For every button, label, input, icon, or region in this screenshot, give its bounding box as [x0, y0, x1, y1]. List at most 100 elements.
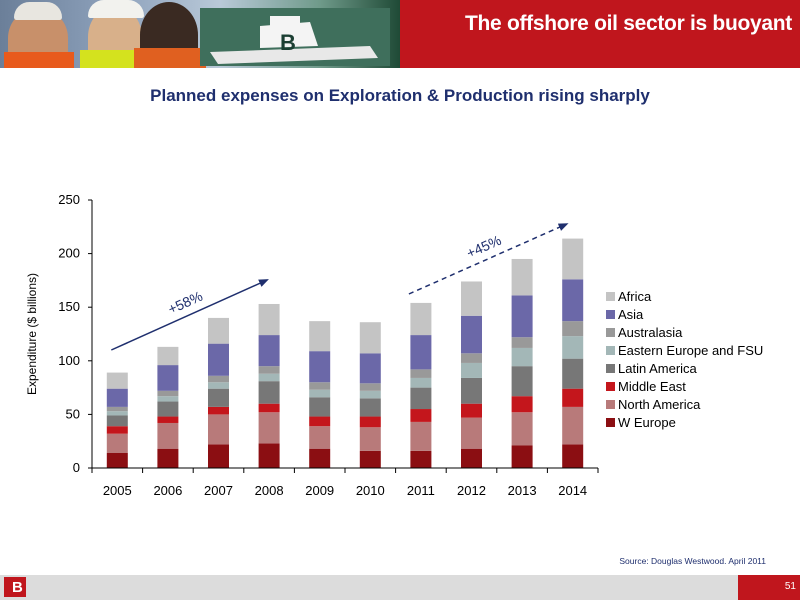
- bar-segment: [258, 381, 280, 404]
- bar-segment: [562, 444, 584, 468]
- x-tick-label: 2009: [305, 483, 334, 498]
- bar-segment: [359, 427, 381, 451]
- bar-segment: [258, 373, 280, 382]
- bar-stack-2012: [461, 281, 482, 468]
- bar-segment: [511, 396, 533, 413]
- bar-segment: [511, 347, 533, 367]
- bar-segment: [208, 406, 229, 415]
- bar-segment: [157, 365, 179, 391]
- bar-stack-2005: [106, 372, 128, 468]
- legend-label: Australasia: [618, 325, 683, 340]
- bar-segment: [410, 450, 432, 468]
- bar-segment: [511, 445, 533, 468]
- x-tick-label: 2007: [204, 483, 233, 498]
- y-tick-label: 250: [58, 192, 80, 207]
- brand-logo: B: [4, 577, 26, 597]
- bar-segment: [410, 302, 432, 336]
- bar-segment: [157, 422, 179, 449]
- x-tick-label: 2005: [103, 483, 132, 498]
- growth-label: +58%: [165, 288, 205, 317]
- legend-item: Middle East: [606, 379, 686, 394]
- header-photo: B: [0, 0, 400, 68]
- bar-segment: [106, 452, 128, 468]
- x-axis: 2005 2006 2007 2008 2009 2010 2011 2012 2013 2014: [91, 467, 599, 498]
- bar-segment: [309, 397, 331, 417]
- footer-bar: [0, 575, 800, 600]
- bar-segment: [461, 377, 482, 404]
- ship-icon: B: [200, 8, 390, 66]
- bar-segment: [258, 443, 280, 468]
- legend-label: North America: [618, 397, 701, 412]
- bar-segment: [461, 353, 482, 363]
- legend-item: Eastern Europe and FSU: [606, 343, 763, 358]
- legend-swatch: [606, 292, 615, 301]
- legend: Africa Asia Australasia Eastern Europe and …: [606, 289, 763, 430]
- legend-swatch: [606, 382, 615, 391]
- bar-segment: [511, 412, 533, 446]
- growth-arrow: [110, 279, 269, 351]
- x-tick-label: 2010: [356, 483, 385, 498]
- legend-item: Asia: [606, 307, 644, 322]
- x-tick-label: 2011: [407, 483, 435, 498]
- ship-logo-letter: B: [280, 30, 296, 55]
- bar-segment: [410, 369, 432, 378]
- bar-segment: [106, 406, 128, 412]
- safety-vest: [134, 48, 206, 68]
- bar-segment: [309, 389, 331, 398]
- bar-stack-2010: [359, 322, 381, 468]
- legend-label: Africa: [618, 289, 652, 304]
- bar-segment: [309, 351, 331, 383]
- bar-segment: [410, 409, 432, 422]
- bar-segment: [157, 390, 179, 397]
- bar-segment: [511, 337, 533, 348]
- bar-segment: [562, 388, 584, 407]
- bar-segment: [309, 382, 331, 390]
- legend-swatch: [606, 346, 615, 355]
- title-bar: The offshore oil sector is buoyant: [400, 0, 800, 68]
- bar-segment: [157, 396, 179, 402]
- bar-segment: [562, 321, 584, 337]
- bar-segment: [461, 417, 482, 449]
- y-axis: 0 50 100 150 200 250 Expenditure ($ billions): [25, 192, 93, 475]
- growth-arrow: [408, 223, 569, 295]
- y-axis-label: Expenditure ($ billions): [25, 273, 39, 395]
- bar-segment: [359, 383, 381, 391]
- header-banner: B The offshore oil sector is buoyant: [0, 0, 800, 68]
- bar-segment: [461, 448, 482, 468]
- bar-segment: [208, 388, 229, 407]
- bar-segment: [359, 416, 381, 428]
- bar-segment: [562, 358, 584, 389]
- bar-segment: [562, 279, 584, 322]
- bar-segment: [410, 335, 432, 370]
- bar-stack-2011: [410, 302, 432, 468]
- legend-label: Asia: [618, 307, 644, 322]
- bar-segment: [309, 426, 331, 449]
- bar-segment: [208, 414, 229, 445]
- legend-swatch: [606, 310, 615, 319]
- bar-segment: [461, 281, 482, 316]
- bar-segment: [157, 401, 179, 417]
- legend-swatch: [606, 328, 615, 337]
- y-tick-label: 200: [58, 246, 80, 261]
- safety-vest: [4, 52, 74, 68]
- bar-segment: [258, 303, 280, 336]
- bar-segment: [359, 398, 381, 417]
- bar-segment: [309, 321, 331, 352]
- y-tick-label: 50: [66, 406, 80, 421]
- x-tick-label: 2012: [457, 483, 486, 498]
- bar-segment: [208, 343, 229, 376]
- legend-item: W Europe: [606, 415, 676, 430]
- y-tick-label: 0: [73, 460, 80, 475]
- x-tick-label: 2008: [255, 483, 284, 498]
- legend-label: Middle East: [618, 379, 686, 394]
- bar-segment: [258, 412, 280, 444]
- legend-swatch: [606, 364, 615, 373]
- page-number: 51: [784, 581, 796, 592]
- legend-item: Africa: [606, 289, 652, 304]
- legend-item: North America: [606, 397, 701, 412]
- bar-segment: [461, 362, 482, 378]
- bar-segment: [106, 433, 128, 453]
- page-number-box: 51: [738, 575, 800, 600]
- bar-segment: [157, 416, 179, 423]
